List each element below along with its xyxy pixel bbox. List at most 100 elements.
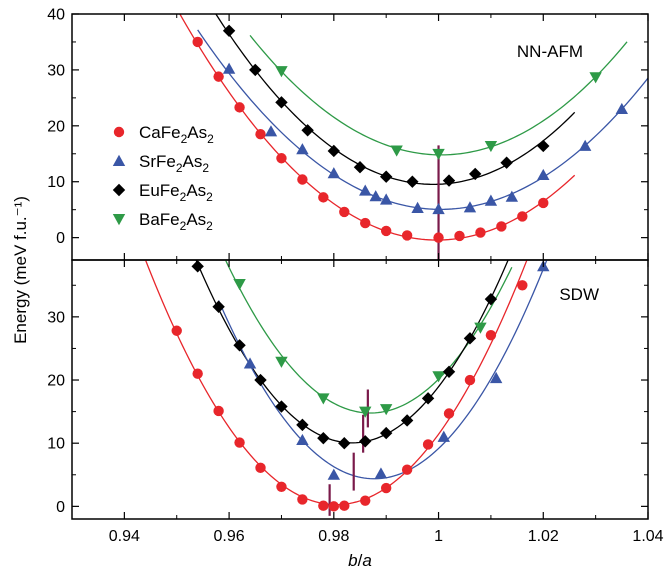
panel-label-nn-afm: NN-AFM [517,42,583,61]
x-axis-title-slash: / [358,551,363,570]
data-point-ca [171,325,182,336]
data-point-ca [234,102,245,113]
data-point-ca [318,192,329,203]
data-point-ba [432,371,445,383]
data-point-ba [233,279,246,291]
legend-label-sub: 2 [180,190,187,204]
data-point-eu [379,426,393,440]
data-point-ca [485,329,497,341]
data-point-ba [589,72,602,84]
y-tick-label: 10 [47,436,65,453]
data-point-sr [374,467,388,479]
y-tick-label: 40 [47,7,65,24]
data-point-eu [406,175,419,188]
data-point-ca [443,408,455,419]
data-point-ca [380,225,392,237]
data-point-ca [360,217,371,229]
x-axis-title-a: a [362,551,371,570]
data-point-sr [264,125,278,137]
data-point-eu [275,96,288,109]
legend-label-ca: CaFe2As2 [139,123,214,146]
data-point-eu [442,174,456,187]
fit-curve-eu [215,14,576,186]
data-point-ca [255,129,266,140]
data-point-ba [317,393,330,405]
data-point-sr [327,167,341,179]
data-point-ca [318,500,329,511]
data-point-sr [432,202,445,215]
data-point-eu [233,339,246,352]
x-axis-title: b/a [348,551,372,570]
data-point-ca [213,405,224,417]
data-point-sr [379,193,393,205]
panel-0-plot [179,14,648,260]
data-point-ba [359,406,372,418]
data-point-eu [537,139,550,153]
data-point-ba [474,322,487,334]
data-point-ca [517,280,528,291]
legend-label-mid: As [186,181,206,200]
data-point-eu [379,170,393,183]
data-point-ba [390,145,403,157]
legend-label-sub: 2 [202,161,209,175]
panel-1-plot [144,260,550,516]
data-point-ca [276,153,287,164]
data-point-eu [191,260,204,273]
data-point-ca [339,206,350,218]
data-point-eu [275,400,288,413]
data-point-eu [400,414,414,427]
data-point-eu [296,418,309,432]
data-point-sr [537,168,550,180]
legend-label-mid: As [186,210,206,229]
data-point-sr [578,139,592,151]
data-point-ca [401,230,413,241]
data-point-sr [411,201,424,213]
legend-marker-ba [112,214,126,226]
data-point-sr [296,143,309,155]
fit-curve-ba [224,260,513,414]
data-point-ca [276,481,287,492]
legend-marker-ca [113,126,125,138]
legend-label-sub: 2 [207,132,214,146]
legend-label-mid: As [183,152,203,171]
data-point-eu [500,156,513,169]
data-point-ba [275,356,288,368]
data-point-eu [421,392,435,405]
legend-label-sub: 2 [176,161,183,175]
data-point-ca [255,462,266,474]
data-point-eu [353,160,367,174]
data-point-ca [234,437,245,448]
data-point-sr [369,190,382,202]
data-point-ca [297,174,308,185]
data-point-ca [213,71,224,82]
data-point-ca [433,232,444,243]
y-tick-label: 0 [56,499,65,516]
data-point-ca [538,197,549,209]
data-point-ba [379,404,393,416]
legend-label-mid: As [187,123,207,142]
legend-label-sub: 2 [180,219,187,233]
legend-label-ba: BaFe2As2 [139,210,213,233]
data-point-eu [317,431,330,445]
data-point-sr [222,62,236,74]
fit-curve-eu [195,260,509,444]
x-tick-label: 1.04 [632,528,663,545]
legend-label-sub: 2 [206,190,213,204]
data-point-ca [422,439,434,450]
data-point-eu [249,63,262,77]
data-point-ba [484,140,498,153]
panel-frame-1 [71,259,649,520]
x-axis-title-b: b [348,551,357,570]
data-point-eu [442,365,456,379]
fit-curve-sr [218,260,548,480]
data-point-sr [437,430,450,442]
data-point-eu [338,436,351,450]
data-point-sr [296,433,309,445]
x-tick-label: 0.94 [109,528,140,545]
legend-label-eu: EuFe2As2 [139,181,213,204]
legend-label-prefix: BaFe [139,210,180,229]
data-point-sr [463,201,477,213]
data-point-sr [505,190,519,202]
legend-marker-eu [112,183,126,197]
